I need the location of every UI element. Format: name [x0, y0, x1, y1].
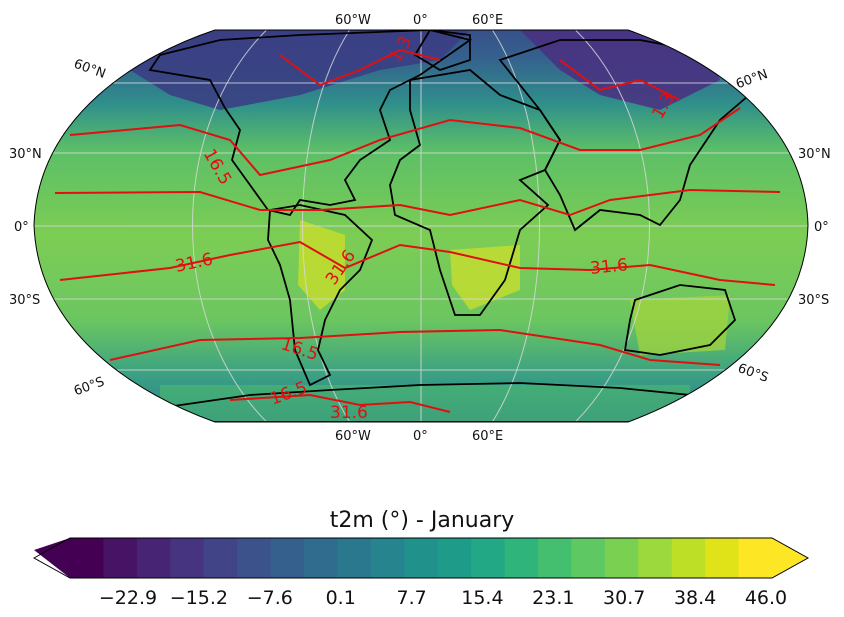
- colorbar-band: [370, 538, 405, 578]
- coast-antarctica: [148, 382, 702, 422]
- lat-label-left: 30°N: [9, 147, 42, 162]
- lat-label-right: 30°N: [798, 147, 831, 162]
- lat-label-right: 0°: [814, 220, 829, 235]
- warm-australia: [630, 295, 730, 355]
- cold-siberia: [520, 30, 720, 110]
- contour-south-31: [59, 240, 776, 286]
- colorbar-tick-label: 0.1: [326, 587, 356, 609]
- map: 16.5 31.6 31.6 31.6 16.5 31.6 16.5 1.3 1…: [9, 13, 831, 444]
- colorbar-band: [571, 538, 606, 578]
- colorbar-band: [538, 538, 573, 578]
- colorbar-bands: [70, 538, 773, 578]
- colorbar-tick-label: 30.7: [603, 587, 645, 609]
- contours: [54, 48, 781, 413]
- colorbar-tick-label: 38.4: [674, 587, 716, 609]
- colorbar-band: [304, 538, 339, 578]
- colorbar-tick-label: 46.0: [745, 587, 787, 609]
- lat-label-left: 30°S: [9, 293, 40, 308]
- antarctic-band: [160, 385, 690, 422]
- contour-label: 31.6: [330, 403, 368, 423]
- lat-label-left: 60°N: [72, 57, 108, 82]
- warm-south-america: [298, 220, 345, 310]
- colorbar-band: [270, 538, 305, 578]
- colorbar-band: [203, 538, 238, 578]
- colorbar-title: t2m (°) - January: [329, 508, 515, 533]
- colorbar-band: [705, 538, 740, 578]
- colorbar-tick-label: 15.4: [461, 587, 503, 609]
- contour-north-16: [69, 107, 741, 177]
- cold-north-america: [120, 30, 470, 110]
- colorbar-band: [671, 538, 706, 578]
- colorbar-extend-low: [34, 538, 70, 578]
- colorbar-band: [170, 538, 205, 578]
- colorbar-band: [103, 538, 138, 578]
- colorbar-band: [136, 538, 171, 578]
- coast-south-america: [267, 204, 374, 387]
- map-boundary: [33, 29, 809, 423]
- lat-label-right: 60°N: [734, 67, 770, 92]
- graticule: [34, 30, 808, 422]
- colorbar-tick-label: 7.7: [396, 587, 426, 609]
- colorbar: −22.9 −15.2 −7.6 0.1 7.7 15.4 23.1 30.7 38.4 46.0: [32, 537, 810, 609]
- lon-label-top: 60°E: [472, 13, 503, 28]
- colorbar-ticks: −22.9 −15.2 −7.6 0.1 7.7 15.4 23.1 30.7 38.4 46.0: [99, 587, 787, 609]
- warm-africa: [450, 245, 520, 310]
- colorbar-outline: [32, 537, 810, 579]
- lon-label-top: 0°: [413, 13, 428, 28]
- colorbar-band: [437, 538, 472, 578]
- contour-antarctic: [229, 393, 451, 413]
- contour-arctic: [279, 48, 681, 101]
- lat-label-right: 60°S: [736, 361, 771, 386]
- lon-label-bottom: 0°: [413, 429, 428, 444]
- lat-label-right: 30°S: [798, 293, 829, 308]
- colorbar-band: [738, 538, 773, 578]
- lon-label-bottom: 60°E: [472, 429, 503, 444]
- temperature-field: [34, 30, 808, 422]
- colorbar-band: [471, 538, 506, 578]
- colorbar-band: [337, 538, 372, 578]
- contour-label: 31.6: [589, 255, 629, 279]
- colorbar-tick-label: 23.1: [532, 587, 574, 609]
- colorbar-extend-high: [772, 538, 808, 578]
- coastlines: [148, 30, 757, 422]
- contour-south-16: [109, 328, 721, 366]
- contour-north-31: [54, 188, 781, 217]
- colorbar-band: [70, 538, 105, 578]
- coast-australia: [623, 284, 737, 356]
- colorbar-tick-label: −7.6: [247, 587, 293, 609]
- lat-label-left: 0°: [14, 220, 29, 235]
- colorbar-band: [404, 538, 439, 578]
- coast-greenland: [413, 30, 471, 71]
- colorbar-band: [504, 538, 539, 578]
- lat-label-left: 60°S: [72, 374, 107, 399]
- colorbar-tick-label: −22.9: [99, 587, 157, 609]
- colorbar-band: [604, 538, 639, 578]
- colorbar-band: [638, 538, 673, 578]
- colorbar-band: [237, 538, 272, 578]
- lon-label-top: 60°W: [335, 13, 371, 28]
- lon-label-bottom: 60°W: [335, 429, 371, 444]
- coast-north-america: [148, 30, 473, 217]
- colorbar-tick-label: −15.2: [170, 587, 228, 609]
